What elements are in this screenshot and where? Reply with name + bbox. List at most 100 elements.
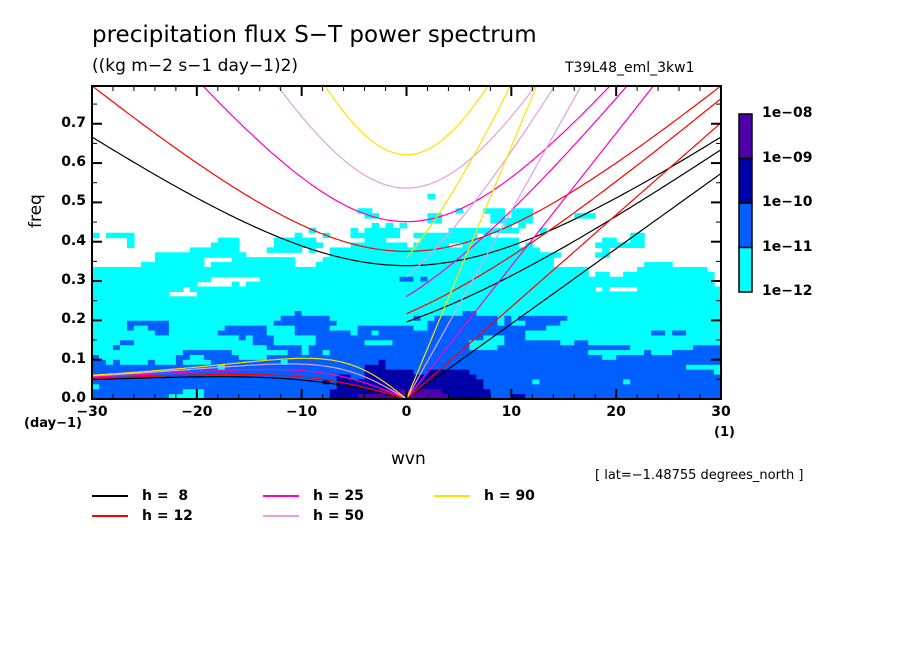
power-cell <box>616 394 624 399</box>
power-cell <box>294 384 303 390</box>
power-cell <box>399 354 408 361</box>
power-cell <box>497 271 505 278</box>
power-cell <box>462 335 470 341</box>
power-cell <box>392 320 401 327</box>
power-cell <box>595 330 603 337</box>
power-cell <box>665 369 673 376</box>
power-cell <box>371 335 380 341</box>
power-cell <box>133 330 142 337</box>
power-cell <box>455 232 464 239</box>
power-cell <box>567 286 575 293</box>
power-cell <box>329 345 338 351</box>
power-cell <box>644 325 652 332</box>
power-cell <box>483 242 491 248</box>
power-cell <box>686 281 694 288</box>
power-cell <box>133 271 142 278</box>
power-cell <box>518 359 526 366</box>
power-cell <box>707 389 715 395</box>
power-cell <box>665 276 673 283</box>
power-cell <box>441 281 450 288</box>
power-cell <box>266 354 275 361</box>
power-cell <box>490 354 498 361</box>
power-cell <box>231 354 240 361</box>
power-cell <box>385 325 394 332</box>
power-cell <box>364 237 373 244</box>
power-cell <box>231 291 240 297</box>
power-cell <box>92 384 100 390</box>
power-cell <box>490 340 498 346</box>
power-cell <box>189 296 198 302</box>
power-cell <box>595 350 603 356</box>
power-cell <box>385 310 394 317</box>
power-cell <box>392 291 401 297</box>
power-cell <box>644 359 652 366</box>
power-cell <box>217 345 226 351</box>
power-cell <box>532 252 540 258</box>
power-cell <box>420 291 429 297</box>
power-cell <box>630 345 638 351</box>
power-cell <box>140 266 149 273</box>
power-cell <box>252 340 261 346</box>
power-cell <box>161 291 170 297</box>
power-cell <box>427 218 436 224</box>
power-cell <box>112 354 121 361</box>
power-cell <box>294 340 303 346</box>
power-cell <box>707 384 715 390</box>
power-cell <box>308 301 317 307</box>
power-cell <box>483 330 491 337</box>
power-cell <box>420 266 429 273</box>
power-cell <box>301 242 310 248</box>
power-cell <box>273 330 282 337</box>
power-cell <box>399 384 408 390</box>
power-cell <box>133 320 142 327</box>
power-cell <box>287 320 296 327</box>
power-cell <box>385 330 394 337</box>
power-cell <box>476 330 484 337</box>
power-cell <box>539 325 547 332</box>
power-cell <box>217 340 226 346</box>
power-cell <box>224 291 233 297</box>
power-cell <box>609 374 617 381</box>
mixed-rossby-gravity-curve <box>406 98 721 315</box>
power-cell <box>350 232 359 239</box>
power-cell <box>602 242 610 248</box>
power-cell <box>147 310 156 317</box>
power-cell <box>378 320 387 327</box>
power-cell <box>420 379 429 385</box>
power-cell <box>511 359 519 366</box>
power-cell <box>476 257 484 263</box>
power-cell <box>301 384 310 390</box>
power-cell <box>210 384 219 390</box>
power-cell <box>392 345 401 351</box>
power-cell <box>455 374 464 381</box>
power-cell <box>112 389 121 395</box>
power-cell <box>623 291 631 297</box>
power-cell <box>413 247 422 253</box>
power-cell <box>245 315 254 322</box>
power-cell <box>336 394 345 399</box>
power-cell <box>483 262 491 268</box>
power-cell <box>287 379 296 385</box>
kelvin-curve <box>406 86 655 399</box>
power-cell <box>497 315 505 322</box>
power-cell <box>98 384 107 390</box>
power-cell <box>378 286 387 293</box>
power-cell <box>693 271 701 278</box>
power-cell <box>329 320 338 327</box>
power-cell <box>476 359 484 366</box>
power-cell <box>504 354 512 361</box>
power-cell <box>217 384 226 390</box>
power-cell <box>147 384 156 390</box>
power-cell <box>686 291 694 297</box>
power-cell <box>98 271 107 278</box>
power-cell <box>658 394 666 399</box>
power-cell <box>301 359 310 366</box>
power-cell <box>448 379 457 385</box>
power-cell <box>504 296 512 302</box>
power-cell <box>259 315 268 322</box>
power-cell <box>448 384 457 390</box>
power-cell <box>392 340 401 346</box>
power-cell <box>588 364 596 371</box>
power-cell <box>105 335 114 341</box>
power-cell <box>175 325 184 332</box>
